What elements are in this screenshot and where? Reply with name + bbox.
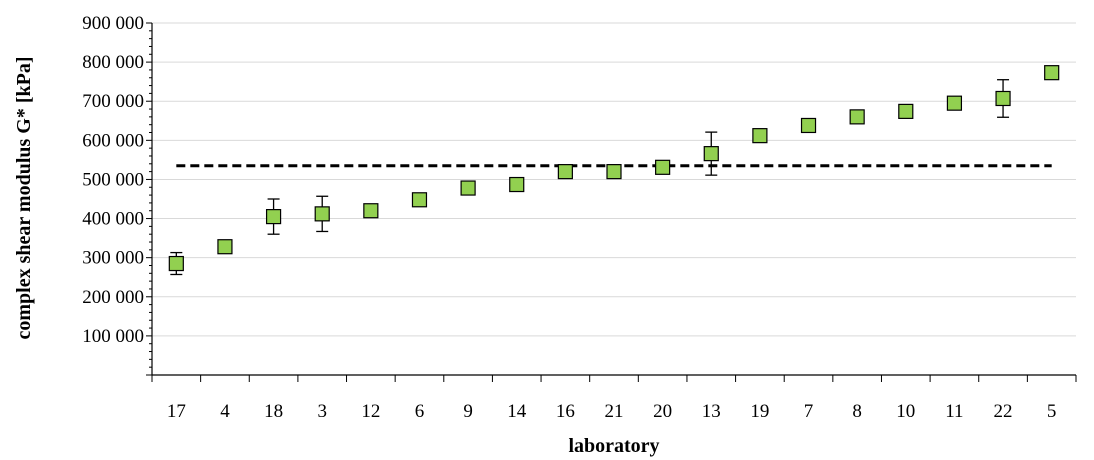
data-point: [800, 117, 817, 134]
x-axis-title: laboratory: [568, 435, 659, 457]
data-point: [460, 180, 476, 196]
error-bars: [170, 79, 1010, 276]
data-point: [411, 192, 428, 208]
data-point: [995, 90, 1011, 107]
data-point: [606, 164, 622, 180]
x-tick-label: 6: [415, 401, 425, 422]
y-tick-label: 200 000: [82, 287, 144, 308]
y-tick-label: 300 000: [82, 248, 144, 269]
x-tick-label: 19: [750, 401, 769, 422]
data-point: [265, 209, 282, 225]
data-point: [509, 176, 525, 193]
x-tick-label: 8: [852, 401, 862, 422]
x-tick-label: 21: [605, 401, 624, 422]
data-point: [898, 103, 914, 119]
y-tick-labels: 100 000 200 000 300 000 400 000 500 000 600 0…: [82, 13, 144, 347]
grid-lines: [152, 22, 1076, 337]
x-tick-label: 10: [896, 401, 915, 422]
x-tick-label: 3: [317, 401, 327, 422]
x-tick-label: 16: [556, 401, 575, 422]
y-tick-label: 900 000: [82, 13, 144, 34]
y-tick-label: 600 000: [82, 130, 144, 151]
x-tick-label: 12: [361, 401, 380, 422]
data-point: [1044, 65, 1060, 81]
x-tick-labels: 17 4 18 3 12 6 9 14 16 21 20 13 19 7 8 10 11 22 5: [167, 401, 1057, 422]
x-tick-label: 5: [1047, 401, 1057, 422]
data-point: [557, 164, 573, 180]
data-point: [752, 128, 768, 144]
data-point: [363, 203, 379, 219]
x-tick-label: 20: [653, 401, 672, 422]
y-tick-label: 400 000: [82, 209, 144, 230]
x-tick-label: 14: [507, 401, 527, 422]
y-axis-title: complex shear modulus G* [kPa]: [13, 57, 35, 340]
y-tick-label: 100 000: [82, 326, 144, 347]
y-tick-label: 700 000: [82, 91, 144, 112]
x-tick-label: 22: [994, 401, 1013, 422]
x-tick-label: 13: [702, 401, 721, 422]
data-point: [849, 109, 865, 125]
data-point: [655, 159, 671, 175]
x-tick-label: 9: [463, 401, 473, 422]
x-tick-label: 18: [264, 401, 283, 422]
x-tick-label: 17: [167, 401, 186, 422]
data-point: [946, 95, 963, 111]
data-point: [217, 239, 233, 255]
data-point: [314, 206, 330, 222]
x-tick-label: 4: [220, 401, 230, 422]
data-point: [703, 146, 719, 162]
y-tick-label: 500 000: [82, 169, 144, 190]
data-points: [168, 65, 1060, 272]
x-tick-label: 7: [804, 401, 814, 422]
data-point: [168, 255, 184, 272]
y-tick-label: 800 000: [82, 52, 144, 73]
axes: [146, 22, 1077, 382]
x-tick-label: 11: [945, 401, 963, 422]
